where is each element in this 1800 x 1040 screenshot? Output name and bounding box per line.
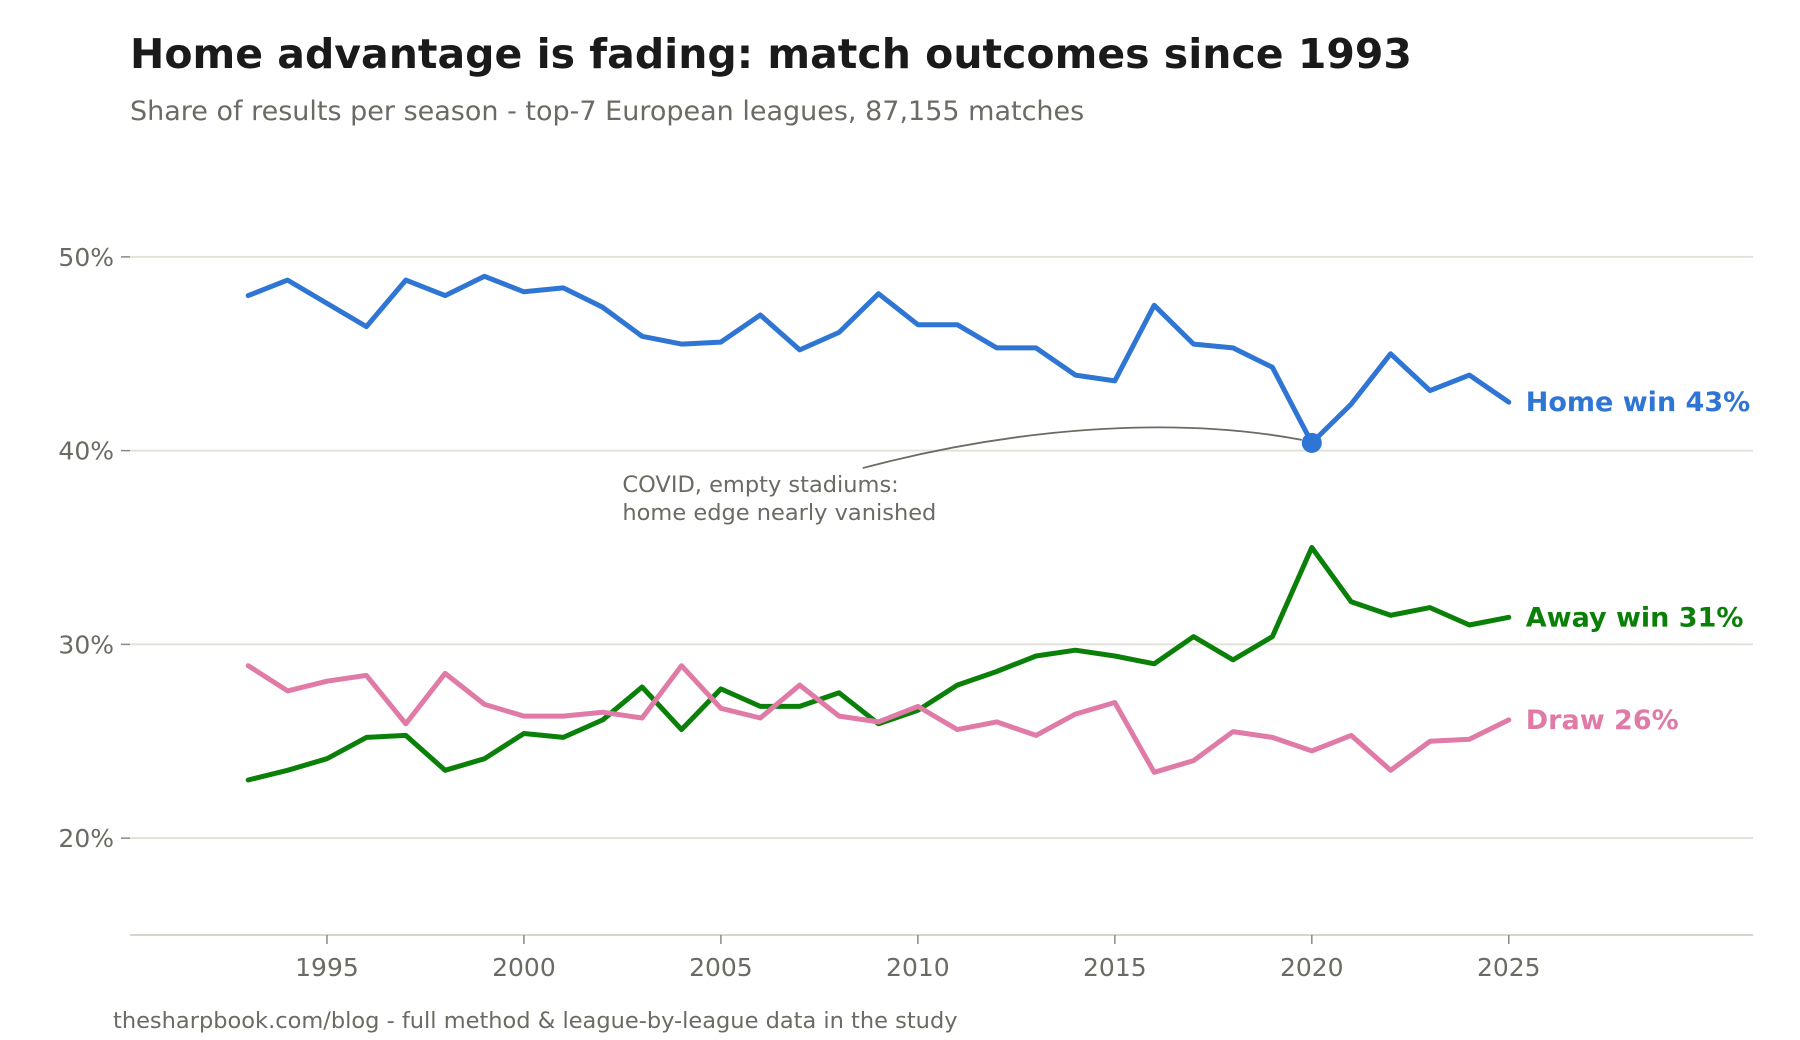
x-tick-label: 2025 [1477, 953, 1541, 982]
axes: 20% 30% 40% 50% 1995 2000 2005 2010 2015 2020 2025 [58, 243, 1753, 982]
chart-subtitle: Share of results per season - top-7 Euro… [130, 96, 1085, 127]
x-tick-label: 2020 [1280, 953, 1344, 982]
series-line-home-win [245, 273, 1512, 446]
annotation: COVID, empty stadiums:home edge nearly v… [622, 426, 1322, 526]
annotation-text-line: home edge nearly vanished [622, 500, 936, 526]
y-tick-label: 50% [58, 243, 114, 272]
grid-lines [130, 255, 1753, 840]
x-tick-label: 2015 [1083, 953, 1147, 982]
series-line-draw [245, 663, 1512, 775]
y-tick-label: 30% [58, 630, 114, 659]
annotation-text-line: COVID, empty stadiums: [622, 472, 898, 498]
y-tick-label: 20% [58, 824, 114, 853]
source-footer: thesharpbook.com/blog - full method & le… [113, 1008, 958, 1034]
x-tick-label: 1995 [295, 953, 359, 982]
x-tick-label: 2010 [886, 953, 950, 982]
end-label-away-win: Away win 31% [1526, 602, 1744, 633]
end-label-draw: Draw 26% [1526, 705, 1679, 736]
end-label-home-win: Home win 43% [1526, 387, 1750, 418]
chart-title: Home advantage is fading: match outcomes… [130, 30, 1412, 78]
series-lines [245, 273, 1512, 783]
series-end-labels: Home win 43% Away win 31% Draw 26% [1526, 387, 1750, 736]
x-tick-label: 2000 [492, 953, 556, 982]
x-tick-label: 2005 [689, 953, 753, 982]
highlighted-point [1301, 432, 1322, 453]
annotation-connector [862, 426, 1302, 469]
y-tick-label: 40% [58, 437, 114, 466]
